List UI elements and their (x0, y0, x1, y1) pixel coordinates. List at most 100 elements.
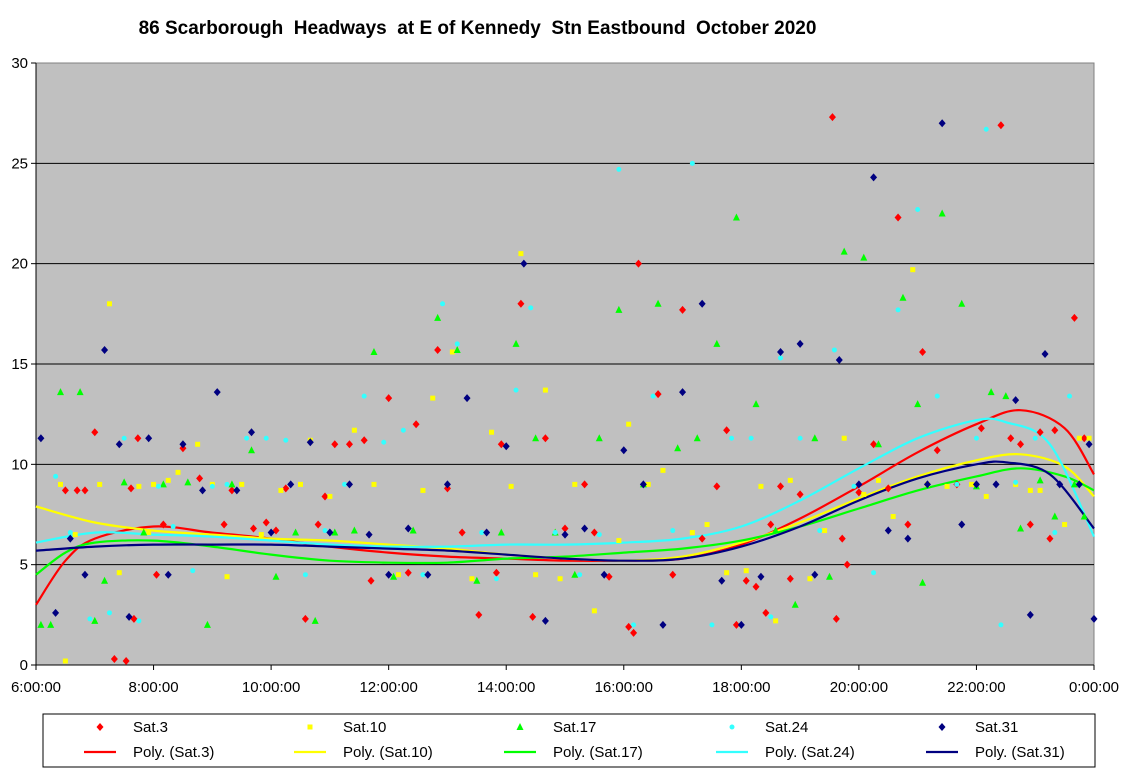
data-point-sat-10 (944, 483, 950, 489)
data-point-sat-17 (101, 576, 109, 584)
data-point-sat-3 (1070, 313, 1078, 322)
data-point-sat-10 (557, 576, 563, 582)
data-point-sat-24 (797, 435, 803, 441)
data-point-sat-3 (73, 486, 81, 495)
data-point-sat-17 (958, 299, 966, 307)
data-point-sat-31 (385, 570, 393, 579)
data-point-sat-24 (528, 305, 534, 311)
data-point-sat-24 (934, 393, 940, 399)
data-point-sat-17 (1017, 524, 1025, 532)
data-point-sat-24 (871, 570, 877, 576)
data-point-sat-24 (53, 473, 59, 479)
data-point-sat-10 (969, 481, 975, 487)
data-point-sat-3 (698, 534, 706, 543)
data-point-sat-24 (106, 610, 112, 616)
chart-title: 86 Scarborough Headways at E of Kennedy … (138, 18, 817, 39)
data-point-sat-24 (454, 341, 460, 347)
data-point-sat-24 (244, 435, 250, 441)
data-point-sat-31 (52, 608, 60, 617)
data-point-sat-17 (840, 247, 848, 255)
data-point-sat-17 (860, 253, 868, 261)
data-point-sat-31 (938, 119, 946, 128)
data-point-sat-24 (121, 435, 127, 441)
data-point-sat-10 (822, 528, 828, 534)
data-point-sat-3 (855, 488, 863, 497)
data-point-sat-17 (453, 345, 461, 353)
data-point-sat-24 (1052, 530, 1058, 536)
x-tick-label: 20:00:00 (830, 679, 888, 696)
data-point-sat-3 (752, 582, 760, 591)
data-point-sat-31 (639, 480, 647, 489)
data-point-sat-10 (743, 568, 749, 574)
trend-line-poly-sat-3 (35, 409, 1095, 606)
data-points (37, 113, 1098, 665)
data-point-sat-17 (159, 480, 167, 488)
data-point-sat-17 (1070, 480, 1078, 488)
data-point-sat-24 (87, 616, 93, 622)
y-tick-label: 20 (11, 256, 28, 273)
data-point-sat-31 (179, 440, 187, 449)
data-point-sat-3 (796, 490, 804, 499)
data-point-sat-31 (958, 520, 966, 529)
data-point-sat-10 (195, 441, 201, 447)
data-point-sat-10 (910, 267, 916, 273)
data-point-sat-10 (875, 477, 881, 483)
data-point-sat-3 (977, 424, 985, 433)
data-point-sat-10 (97, 481, 103, 487)
legend-series-label: Sat.24 (765, 719, 808, 736)
data-point-sat-31 (1056, 480, 1064, 489)
data-point-sat-3 (732, 620, 740, 629)
data-point-sat-31 (306, 438, 314, 447)
data-point-sat-3 (61, 486, 69, 495)
data-point-sat-3 (262, 518, 270, 527)
data-point-sat-10 (224, 574, 230, 580)
data-point-sat-24 (1067, 393, 1073, 399)
x-tick-label: 22:00:00 (947, 679, 1005, 696)
data-point-sat-31 (81, 570, 89, 579)
data-point-sat-17 (713, 339, 721, 347)
gridlines (36, 162, 1094, 566)
data-point-sat-17 (37, 620, 45, 628)
data-point-sat-31 (581, 524, 589, 533)
data-point-sat-3 (838, 534, 846, 543)
data-point-sat-31 (992, 480, 1000, 489)
data-point-sat-17 (140, 528, 148, 536)
data-point-sat-24 (631, 622, 637, 628)
data-point-sat-10 (327, 493, 333, 499)
data-point-sat-10 (449, 349, 455, 355)
data-point-sat-17 (914, 400, 922, 408)
data-point-sat-17 (811, 434, 819, 442)
data-point-sat-3 (654, 390, 662, 399)
data-point-sat-24 (768, 614, 774, 620)
data-point-sat-31 (884, 526, 892, 535)
axes: 0 5 10 15 20 25 30 6:00:00 8:00:00 10:00:00 12:00:… (11, 55, 1119, 696)
data-point-sat-3 (894, 213, 902, 222)
data-point-sat-3 (904, 520, 912, 529)
data-point-sat-24 (67, 530, 73, 536)
data-point-sat-17 (919, 578, 927, 586)
data-point-sat-3 (870, 440, 878, 449)
data-point-sat-24 (136, 618, 142, 624)
legend-series-label: Sat.3 (133, 719, 168, 736)
data-point-sat-31 (483, 528, 491, 537)
data-point-sat-10 (533, 572, 539, 578)
data-point-sat-17 (693, 434, 701, 442)
trend-line-poly-sat-31 (35, 460, 1095, 562)
data-point-sat-24 (1013, 479, 1019, 485)
data-point-sat-31 (796, 339, 804, 348)
data-point-sat-31 (213, 388, 221, 397)
data-point-sat-17 (752, 400, 760, 408)
data-point-sat-31 (737, 620, 745, 629)
data-point-sat-10 (645, 481, 651, 487)
data-point-sat-3 (777, 482, 785, 491)
data-point-sat-17 (497, 528, 505, 536)
data-point-sat-10 (861, 491, 867, 497)
data-point-sat-3 (679, 305, 687, 314)
data-point-sat-17 (409, 526, 417, 534)
data-point-sat-10 (62, 658, 68, 664)
data-point-sat-3 (412, 420, 420, 429)
data-point-sat-31 (718, 576, 726, 585)
data-point-sat-31 (777, 347, 785, 356)
data-point-sat-3 (314, 520, 322, 529)
